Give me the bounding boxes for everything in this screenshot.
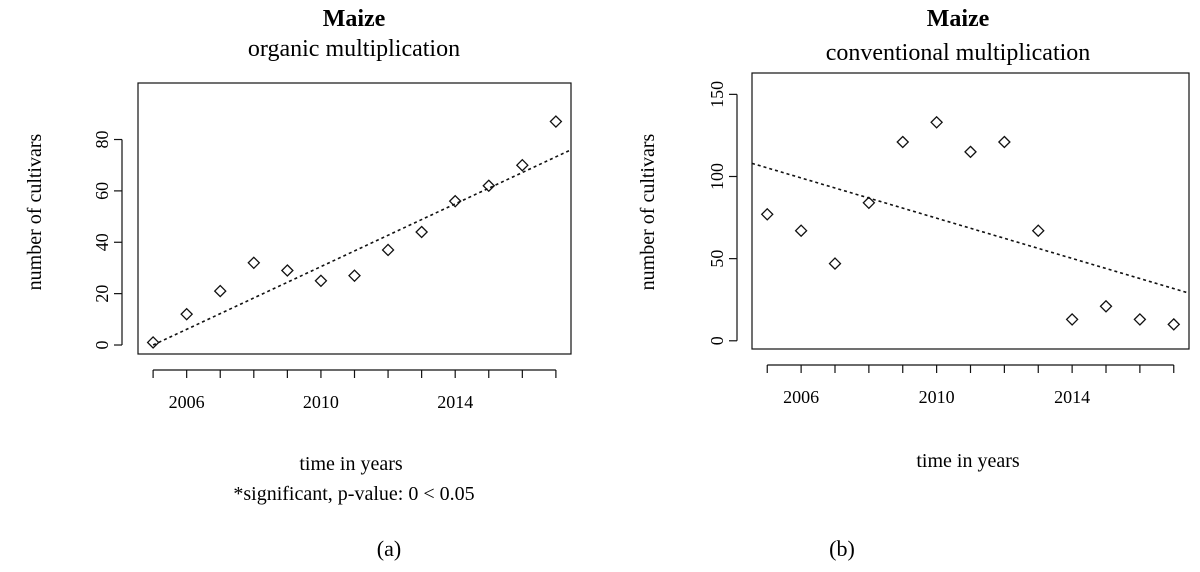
chart-a-point: [314, 274, 328, 288]
chart-a-subtitle: organic multiplication: [248, 36, 460, 62]
chart-a-marks: [146, 115, 572, 349]
chart-b-x-tick-label: 2014: [1054, 387, 1090, 407]
chart-b-point: [1099, 299, 1113, 313]
chart-a-point: [482, 179, 496, 193]
chart-a-point: [280, 264, 294, 277]
chart-a-xlabel: time in years: [299, 453, 403, 475]
chart-a-y-tick-label: 40: [92, 233, 112, 251]
chart-a-trend-line: [152, 149, 572, 346]
chart-b-point: [794, 224, 808, 238]
chart-a-note: *significant, p-value: 0 < 0.05: [233, 483, 474, 505]
chart-b-x-tick-label: 2006: [783, 387, 819, 407]
chart-b-point: [862, 196, 876, 210]
chart-b-title: Maize: [927, 6, 990, 32]
chart-b-point: [1133, 313, 1147, 326]
chart-a-x-tick-label: 2010: [303, 392, 339, 412]
chart-b-y-tick-label: 150: [707, 81, 727, 108]
chart-a-point: [180, 307, 194, 321]
chart-b: Maize conventional multiplication 0 50 100…: [637, 6, 1190, 561]
chart-a-caption: (a): [377, 536, 401, 561]
chart-a-plot-frame: [137, 82, 572, 355]
chart-b-xlabel: time in years: [916, 450, 1020, 472]
chart-a-point: [381, 243, 395, 257]
chart-a-x-tick-label: 2006: [169, 392, 205, 412]
chart-b-point: [1031, 224, 1045, 238]
chart-b-y-tick-label: 0: [707, 336, 727, 345]
chart-b-point: [1167, 317, 1181, 331]
chart-a: Maize organic multiplication 0 20 40 60 80 2…: [24, 6, 572, 561]
chart-b-ylabel: number of cultivars: [637, 133, 659, 290]
chart-a-x-tick-label: 2014: [437, 392, 473, 412]
chart-b-point: [964, 145, 977, 159]
chart-a-y-ticks: 0 20 40 60 80: [92, 131, 123, 350]
chart-b-x-tick-label: 2010: [919, 387, 955, 407]
chart-a-point: [348, 269, 361, 283]
chart-b-point: [896, 135, 910, 149]
chart-b-plot-frame: [751, 72, 1190, 350]
chart-b-point: [930, 115, 944, 129]
chart-b-point: [1065, 313, 1079, 326]
chart-b-x-ticks: 2006 2010 2014: [766, 364, 1175, 407]
chart-b-y-ticks: 0 50 100 150: [707, 81, 738, 345]
chart-a-x-ticks: 2006 2010 2014: [152, 369, 557, 412]
chart-a-point: [247, 256, 261, 270]
chart-a-point: [448, 194, 462, 208]
chart-b-point: [997, 135, 1011, 149]
chart-a-y-tick-label: 80: [92, 131, 112, 149]
chart-b-point: [760, 207, 774, 221]
chart-a-point: [515, 158, 529, 172]
chart-a-point: [549, 115, 563, 128]
chart-a-title: Maize: [323, 6, 386, 32]
chart-b-point: [828, 257, 842, 270]
chart-a-point: [146, 336, 160, 349]
chart-a-point: [415, 225, 429, 239]
chart-a-ylabel: number of cultivars: [24, 133, 46, 290]
chart-a-y-tick-label: 60: [92, 182, 112, 200]
chart-b-trend-line: [751, 162, 1190, 294]
chart-b-caption: (b): [829, 536, 855, 561]
chart-a-y-tick-label: 0: [92, 341, 112, 350]
chart-b-subtitle: conventional multiplication: [826, 40, 1091, 66]
chart-a-y-tick-label: 20: [92, 285, 112, 303]
chart-b-marks: [751, 115, 1190, 331]
chart-a-point: [213, 284, 227, 298]
chart-b-y-tick-label: 100: [707, 163, 727, 190]
chart-b-y-tick-label: 50: [707, 250, 727, 268]
